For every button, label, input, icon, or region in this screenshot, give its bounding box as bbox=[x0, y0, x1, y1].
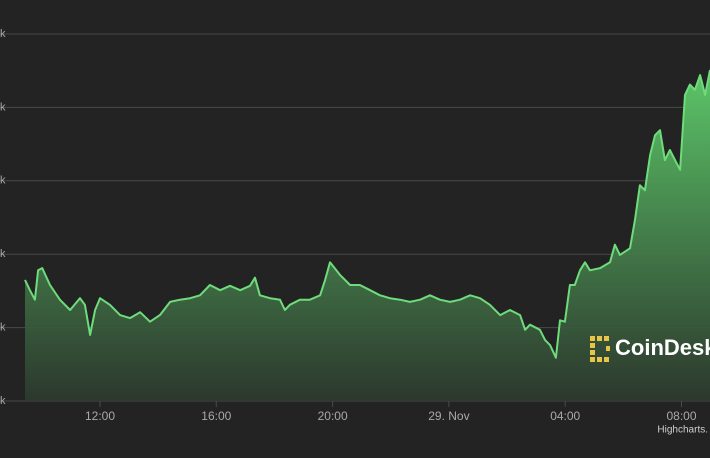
watermark: CoinDesk bbox=[615, 335, 710, 360]
y-tick-label: k bbox=[0, 395, 6, 407]
x-tick-label: 12:00 bbox=[85, 409, 115, 423]
area-fill bbox=[25, 70, 710, 401]
x-tick-label: 04:00 bbox=[550, 409, 580, 423]
credit: Highcharts. bbox=[657, 425, 708, 436]
x-tick-label: 16:00 bbox=[201, 409, 231, 423]
watermark-logo bbox=[590, 336, 610, 362]
y-tick-label: k bbox=[0, 322, 6, 334]
y-tick-label: k bbox=[0, 248, 6, 260]
y-tick-label: k bbox=[0, 28, 6, 40]
x-tick-label: 29. Nov bbox=[428, 409, 469, 423]
price-line bbox=[24, 69, 710, 359]
x-tick-label: 08:00 bbox=[666, 409, 696, 423]
x-tick-label: 20:00 bbox=[318, 409, 348, 423]
y-tick-label: k bbox=[0, 175, 6, 187]
y-tick-label: k bbox=[0, 101, 6, 113]
plot bbox=[24, 69, 710, 401]
